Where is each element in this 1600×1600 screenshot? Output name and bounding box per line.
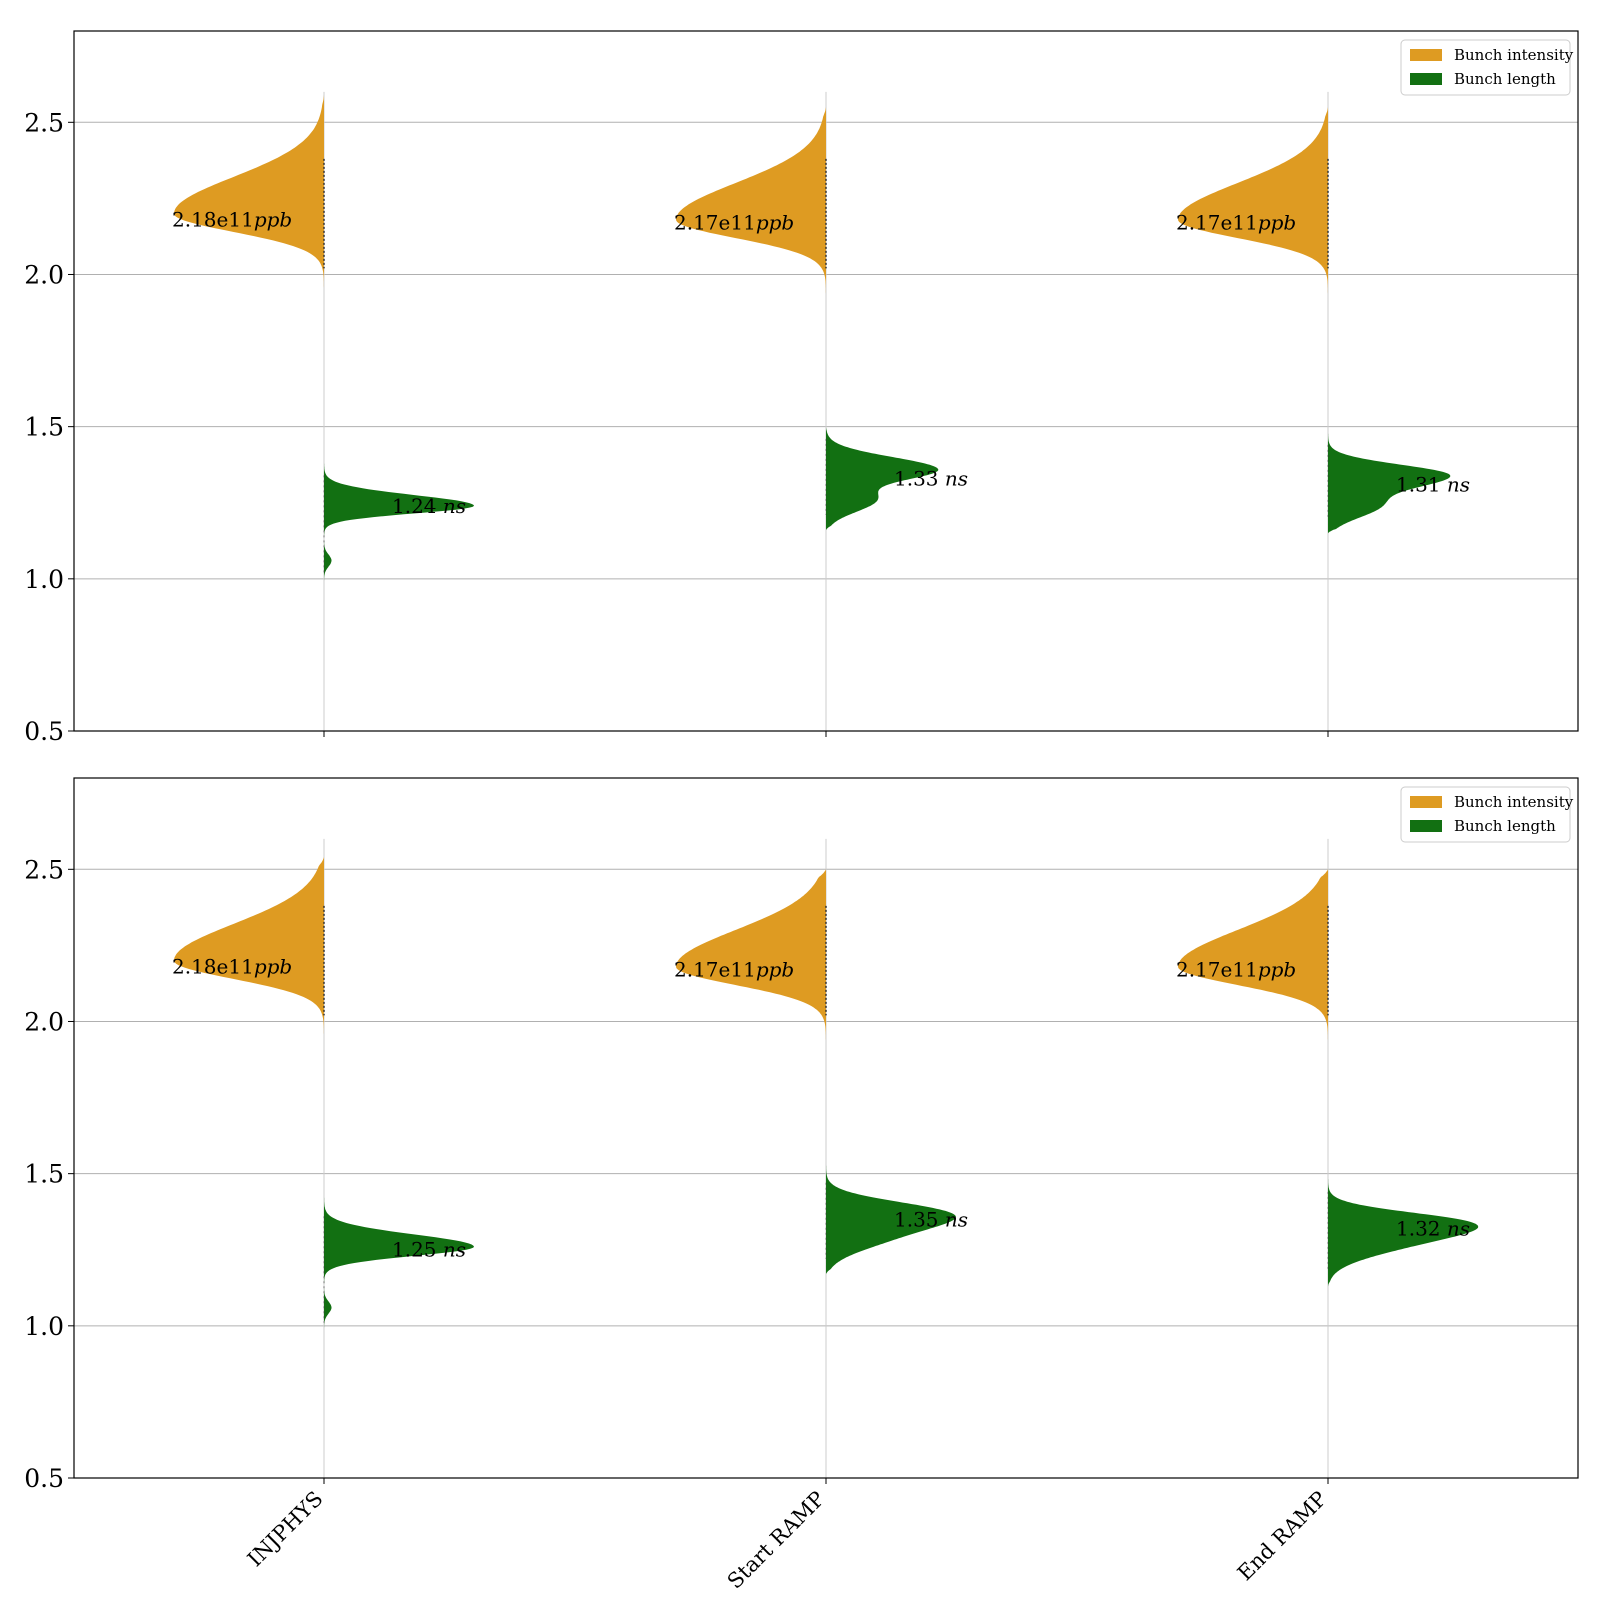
length-unit: ns (945, 466, 968, 490)
intensity-mean: 2.18e11 (172, 955, 254, 979)
violin-intensity (1178, 107, 1328, 324)
legend-swatch (1410, 49, 1442, 61)
intensity-mean: 2.17e11 (674, 958, 756, 982)
intensity-annotation: 2.17e11ppb (674, 211, 794, 235)
y-tick-label: 0.5 (24, 717, 64, 746)
intensity-unit: ppb (254, 955, 292, 979)
violin-intensity (1178, 869, 1328, 1071)
length-unit: ns (443, 1238, 466, 1262)
x-category-label: Start RAMP (723, 1487, 830, 1594)
y-tick-label: 1.5 (24, 1160, 64, 1189)
legend-label: Bunch intensity (1454, 46, 1574, 64)
legend-swatch (1410, 73, 1442, 85)
violin-group-1: 2.17e11ppb 1.35 ns (674, 869, 968, 1275)
violin-length (1328, 1167, 1479, 1287)
violin-intensity (676, 869, 826, 1071)
axes-frame (73, 30, 1579, 732)
intensity-unit: ppb (756, 211, 794, 235)
y-tick-label: 2.5 (24, 855, 64, 884)
y-tick-label: 2.0 (24, 260, 64, 289)
violin-length (826, 426, 939, 531)
y-tick-label: 1.0 (24, 565, 64, 594)
length-unit: ns (1447, 472, 1470, 496)
y-tick-label: 2.0 (24, 1007, 64, 1036)
intensity-unit: ppb (254, 208, 292, 232)
length-annotation: 1.32 ns (1396, 1216, 1470, 1240)
length-mean: 1.25 (392, 1238, 437, 1262)
length-unit: ns (443, 494, 466, 518)
x-category-label: INJPHYS (243, 1487, 328, 1572)
violin-group-2: 2.17e11ppb 1.32 ns (1176, 869, 1479, 1287)
violin-length (324, 1173, 474, 1338)
legend-label: Bunch length (1454, 70, 1556, 88)
y-tick-label: 1.5 (24, 413, 64, 442)
legend-box (1400, 39, 1571, 96)
intensity-mean: 2.18e11 (172, 208, 254, 232)
legend-label: Bunch length (1454, 817, 1556, 835)
length-annotation: 1.24 ns (392, 494, 466, 518)
violin-intensity (174, 857, 324, 1071)
violin-intensity (676, 107, 826, 324)
x-category-label: End RAMP (1233, 1487, 1332, 1586)
legend-box (1400, 786, 1571, 843)
y-tick-label: 1.0 (24, 1312, 64, 1341)
legend-swatch (1410, 820, 1442, 832)
intensity-annotation: 2.18e11ppb (172, 955, 292, 979)
length-mean: 1.35 (894, 1207, 939, 1231)
violin-group-0: 2.18e11ppb 1.25 ns (172, 857, 474, 1338)
length-unit: ns (945, 1207, 968, 1231)
violin-length (324, 438, 474, 588)
legend: Bunch intensity Bunch length (1400, 786, 1574, 843)
intensity-mean: 2.17e11 (1176, 211, 1258, 235)
y-tick-label: 0.5 (24, 1464, 64, 1493)
intensity-annotation: 2.17e11ppb (674, 958, 794, 982)
length-mean: 1.24 (392, 494, 437, 518)
legend-swatch (1410, 796, 1442, 808)
violin-intensity (174, 94, 324, 324)
intensity-unit: ppb (1258, 958, 1296, 982)
intensity-mean: 2.17e11 (1176, 958, 1258, 982)
intensity-unit: ppb (1258, 211, 1296, 235)
length-unit: ns (1447, 1216, 1470, 1240)
legend-label: Bunch intensity (1454, 793, 1574, 811)
intensity-mean: 2.17e11 (674, 211, 756, 235)
violin-group-1: 2.17e11ppb 1.33 ns (674, 107, 968, 531)
length-mean: 1.31 (1396, 472, 1441, 496)
length-annotation: 1.35 ns (894, 1207, 968, 1231)
violin-length (1328, 426, 1451, 534)
length-annotation: 1.31 ns (1396, 472, 1470, 496)
length-annotation: 1.33 ns (894, 466, 968, 490)
length-mean: 1.32 (1396, 1216, 1441, 1240)
length-mean: 1.33 (894, 466, 939, 490)
violin-length (826, 1152, 956, 1275)
length-annotation: 1.25 ns (392, 1238, 466, 1262)
violin-group-0: 2.18e11ppb 1.24 ns (172, 94, 474, 588)
intensity-unit: ppb (756, 958, 794, 982)
intensity-annotation: 2.17e11ppb (1176, 211, 1296, 235)
y-tick-label: 2.5 (24, 108, 64, 137)
legend: Bunch intensity Bunch length (1400, 39, 1574, 96)
intensity-annotation: 2.18e11ppb (172, 208, 292, 232)
axes-frame (73, 777, 1579, 1479)
violin-group-2: 2.17e11ppb 1.31 ns (1176, 107, 1470, 534)
intensity-annotation: 2.17e11ppb (1176, 958, 1296, 982)
